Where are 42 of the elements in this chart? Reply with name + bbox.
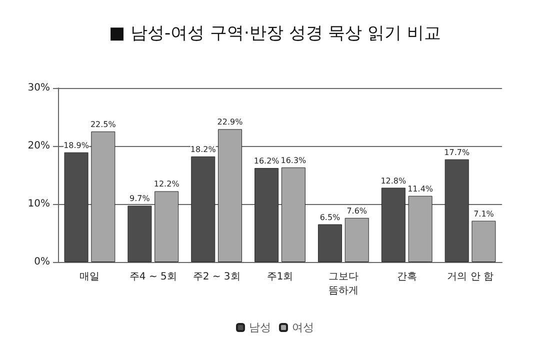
x-tick-label: 거의 안 함 <box>447 272 494 282</box>
data-label: 22.5% <box>90 120 116 129</box>
bar <box>281 167 306 262</box>
legend-label: 여성 <box>292 321 314 334</box>
data-label: 22.9% <box>217 118 244 127</box>
bar <box>91 132 116 262</box>
data-label: 16.2% <box>254 156 280 166</box>
data-label: 11.4% <box>408 184 434 194</box>
x-tick-label: 간혹 <box>396 272 417 282</box>
bar <box>472 220 496 262</box>
x-tick-label: 주1회 <box>266 272 294 282</box>
legend-label: 남성 <box>249 321 271 334</box>
y-tick-label: 10% <box>28 198 50 210</box>
data-label: 9.7% <box>130 194 150 204</box>
data-label: 6.5% <box>320 212 341 222</box>
data-label: 7.6% <box>346 206 368 216</box>
x-tick-label: 매일 <box>80 272 100 282</box>
bar <box>318 224 342 262</box>
bar <box>408 196 432 262</box>
y-tick-label: 30% <box>28 82 50 94</box>
data-label: 16.3% <box>280 156 307 165</box>
bar <box>254 168 279 262</box>
x-tick-label: 그보다 뜸하게 <box>328 272 358 296</box>
bar <box>218 129 242 262</box>
data-label: 12.8% <box>380 176 407 186</box>
data-label: 18.2% <box>190 144 216 154</box>
x-tick-label: 주4 ~ 5회 <box>129 272 177 282</box>
bar <box>128 206 152 262</box>
x-tick-label: 주2 ~ 3회 <box>192 272 240 282</box>
bar <box>154 191 179 262</box>
data-label: 17.7% <box>444 148 470 157</box>
bar <box>191 156 216 262</box>
y-tick-label: 0% <box>34 256 50 268</box>
chart-title: ■ 남성-여성 구역·반장 성경 묵상 읽기 비교 <box>108 24 442 44</box>
bar <box>381 188 406 262</box>
data-label: 12.2% <box>154 180 180 189</box>
y-tick-label: 20% <box>28 140 50 152</box>
data-label: 7.1% <box>474 209 494 218</box>
bar <box>64 152 88 262</box>
bar <box>344 218 369 262</box>
bar <box>444 159 469 262</box>
data-label: 18.9% <box>64 140 90 150</box>
